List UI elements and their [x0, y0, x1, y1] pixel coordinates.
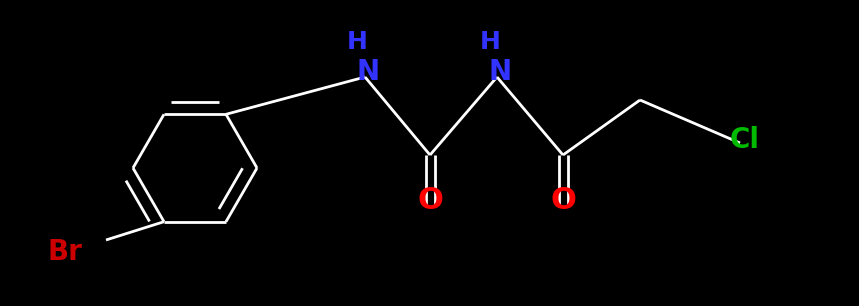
Text: N: N [356, 58, 380, 86]
Text: H: H [479, 30, 501, 54]
Text: Br: Br [47, 238, 82, 266]
Text: H: H [346, 30, 368, 54]
Text: O: O [550, 185, 576, 215]
Text: O: O [417, 185, 443, 215]
Text: Cl: Cl [730, 126, 760, 154]
Text: N: N [489, 58, 512, 86]
